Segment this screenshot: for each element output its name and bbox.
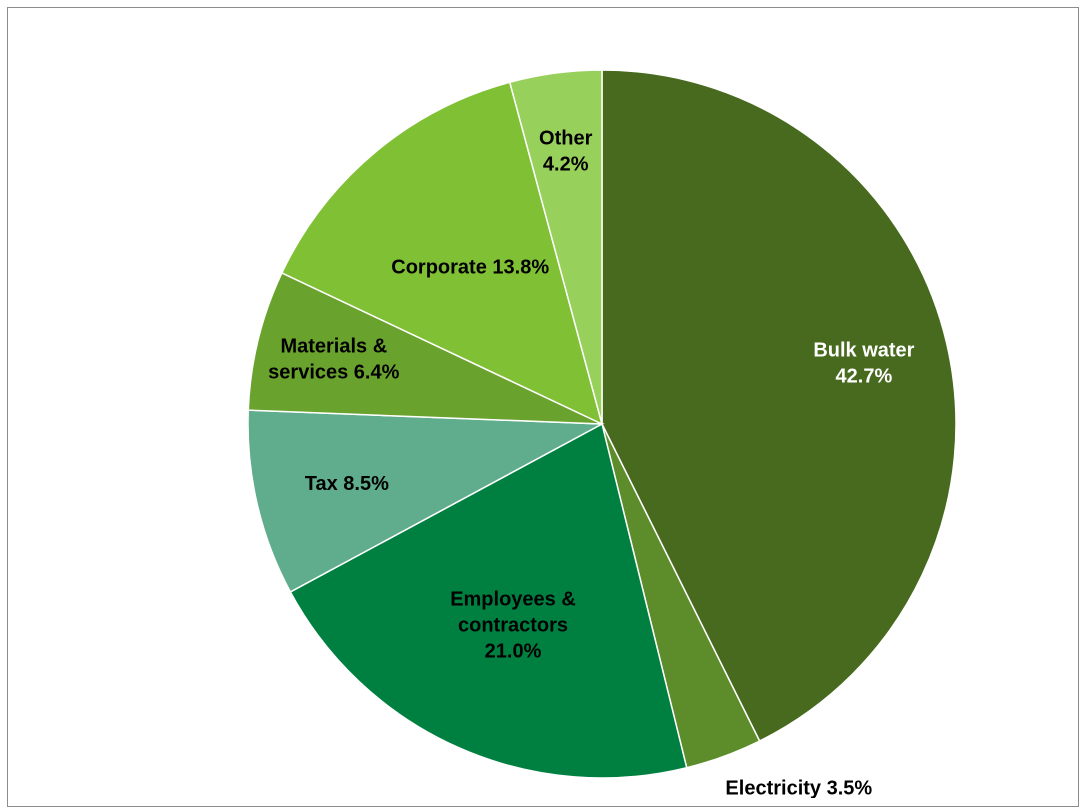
slice-label-line: services 6.4% [268,361,399,383]
pie-chart: Bulk water 42.7% Electricity 3.5% Employees… [247,69,957,798]
slice-label-line: contractors [458,615,568,637]
slice-label-line: Tax 8.5% [305,473,389,495]
pie-slice-bulk-water [601,69,957,742]
slice-label-line: 4.2% [543,153,589,175]
slice-label-line: Bulk water [813,340,914,362]
slice-label-line: Corporate 13.8% [391,257,549,279]
pie-slice-tax [247,409,605,593]
labels-layer: Bulk water 42.7% Electricity 3.5% Employees… [268,127,914,798]
slice-label-corporate: Corporate 13.8% [391,257,549,279]
slices-layer [247,69,957,779]
slice-label-line: Electricity 3.5% [725,778,872,798]
slice-label-tax: Tax 8.5% [305,473,389,495]
slice-label-electricity: Electricity 3.5% [725,778,872,798]
slice-label-other: Other 4.2% [539,127,593,175]
pie-slice-corporate [280,81,604,426]
chart-frame: Bulk water 42.7% Electricity 3.5% Employees… [7,7,1079,807]
slice-label-materials-services: Materials & services 6.4% [268,335,399,383]
slice-label-line: Other [539,127,593,149]
slice-label-employees-contractors: Employees & contractors 21.0% [450,589,576,663]
slice-label-line: Employees & [450,589,576,611]
pie-slice-materials-services [247,271,603,425]
slice-label-line: Materials & [280,335,387,357]
slice-label-line: 42.7% [836,366,893,388]
pie-slice-other [508,69,603,425]
pie-slice-employees-contractors [289,422,688,779]
slice-label-line: 21.0% [485,641,542,663]
slice-label-bulk-water: Bulk water 42.7% [813,340,914,388]
